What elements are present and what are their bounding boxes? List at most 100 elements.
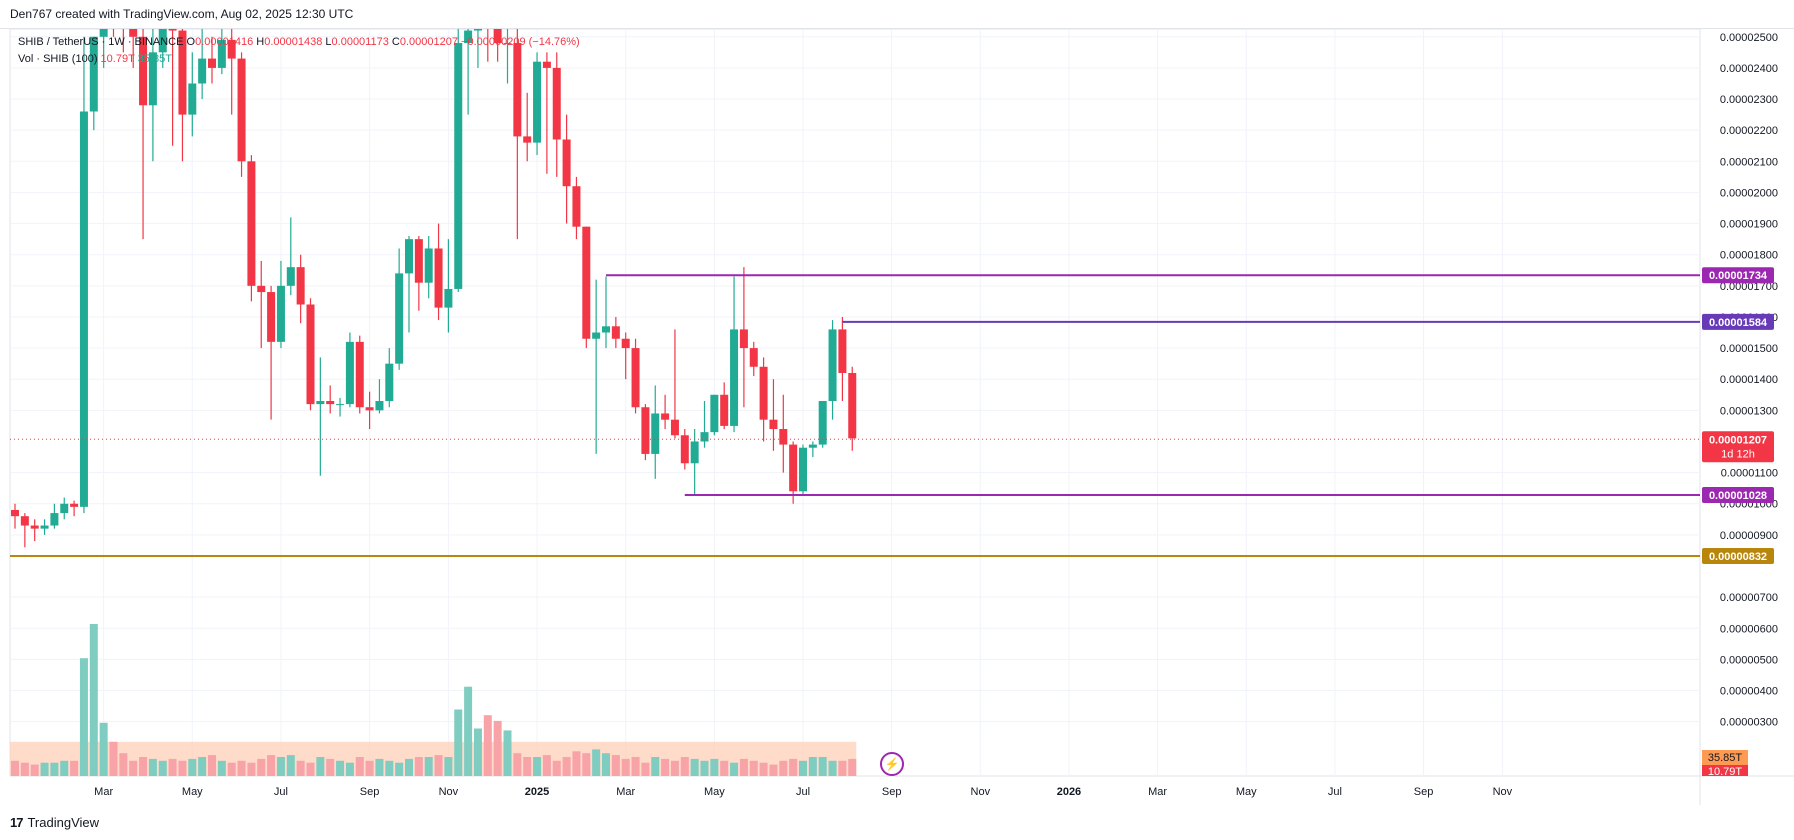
volume-bar [237, 760, 246, 776]
candle-body [473, 29, 482, 31]
x-tick-label: Jul [1328, 786, 1342, 798]
candle-body [414, 239, 423, 283]
high-label: H [256, 36, 265, 48]
y-tick-label: 0.00002200 [1720, 125, 1778, 137]
candle-body [424, 248, 433, 283]
y-tick-label: 0.00000300 [1720, 717, 1778, 729]
volume-bar [572, 751, 581, 776]
candle-body [828, 329, 837, 402]
volume-bar [661, 758, 670, 776]
volume-bar [838, 760, 847, 776]
volume-bar [405, 758, 413, 776]
volume-bar [267, 755, 276, 776]
x-tick-label: Sep [882, 786, 902, 798]
volume-bar [178, 760, 187, 776]
level-price-label: 0.00001028 [1709, 490, 1767, 502]
current-price-label: 0.00001207 [1709, 434, 1767, 446]
open-value: 0.00001416 [195, 36, 254, 48]
y-tick-label: 0.00000500 [1720, 654, 1778, 666]
candle-body [70, 503, 79, 507]
candle-body [730, 329, 739, 426]
volume-bar [247, 762, 256, 776]
footer-brand[interactable]: 17 TradingView [10, 815, 99, 830]
candle-body [375, 401, 384, 411]
x-tick-label: Mar [616, 786, 635, 798]
volume-bar [848, 758, 857, 776]
x-tick-label: 2026 [1057, 786, 1081, 798]
volume-bar [621, 758, 630, 776]
candle-body [316, 401, 325, 405]
volume-bar [493, 720, 502, 776]
volume-bar [641, 762, 650, 776]
volume-ma-tag [1702, 750, 1748, 765]
volume-bar [345, 762, 354, 776]
lightning-icon[interactable]: ⚡ [880, 752, 904, 776]
brand-name: TradingView [27, 815, 100, 830]
volume-bar [286, 755, 295, 776]
level-price-tag [1702, 487, 1774, 504]
volume-bar [592, 749, 601, 776]
x-tick-label: 2025 [525, 786, 549, 798]
y-tick-label: 0.00001700 [1720, 281, 1778, 293]
candle-body [789, 444, 798, 492]
candle-body [119, 6, 127, 22]
volume-bar [552, 760, 561, 776]
symbol-label[interactable]: SHIB / TetherUS · 1W · BINANCE [18, 36, 184, 48]
volume-bar [789, 758, 798, 776]
candle-body [769, 419, 778, 430]
volume-bar [464, 686, 473, 776]
candle-body [40, 525, 49, 529]
volume-bar [316, 757, 325, 776]
level-price-label: 0.00000832 [1709, 551, 1767, 563]
volume-bar [158, 760, 167, 776]
candle-body [651, 413, 660, 454]
x-tick-label: Nov [1493, 786, 1513, 798]
volume-bar [129, 760, 138, 776]
volume-bar [30, 764, 39, 776]
volume-bar [385, 760, 394, 776]
candle-body [198, 58, 207, 84]
y-tick-label: 0.00002400 [1720, 63, 1778, 75]
level-price-label: 0.00001584 [1709, 317, 1768, 329]
high-value: 0.00001438 [264, 36, 323, 48]
candle-body [670, 419, 679, 436]
candle-body [405, 239, 413, 274]
change-value: −0.00000209 (−14.76%) [461, 36, 580, 48]
volume-current-tag [1702, 765, 1748, 776]
y-tick-label: 0.00002300 [1720, 94, 1778, 106]
volume-bar [473, 728, 482, 776]
y-tick-label: 0.00001300 [1720, 405, 1778, 417]
level-price-tag [1702, 267, 1774, 284]
candle-body [129, 29, 138, 37]
volume-bar [217, 760, 226, 776]
candle-body [110, 0, 118, 6]
candle-body [838, 329, 847, 373]
candle-body [592, 332, 601, 339]
volume-bar [119, 753, 128, 776]
candle-body [99, 29, 108, 37]
volume-bar [424, 757, 433, 776]
volume-bar [336, 760, 345, 776]
x-tick-label: Jul [274, 786, 288, 798]
candle-body [631, 348, 640, 408]
candle-body [848, 372, 857, 439]
y-tick-label: 0.00001100 [1721, 468, 1778, 480]
volume-bar [208, 755, 216, 776]
candle-body [148, 52, 157, 106]
volume-bar [60, 760, 69, 776]
candle-body [602, 326, 610, 333]
candle-body [286, 267, 295, 286]
volume-bar [50, 762, 59, 776]
volume-bar [454, 709, 463, 776]
candle-body [89, 36, 98, 112]
y-tick-label: 0.00002100 [1720, 156, 1778, 168]
y-tick-label: 0.00000400 [1720, 686, 1778, 698]
candle-body [552, 67, 561, 140]
candle-body [523, 136, 532, 143]
y-tick-label: 0.00001800 [1720, 250, 1778, 262]
candle-body [779, 429, 788, 445]
volume-label[interactable]: Vol · SHIB (100) [18, 53, 98, 65]
candle-body [493, 29, 502, 44]
volume-bar [11, 760, 19, 776]
